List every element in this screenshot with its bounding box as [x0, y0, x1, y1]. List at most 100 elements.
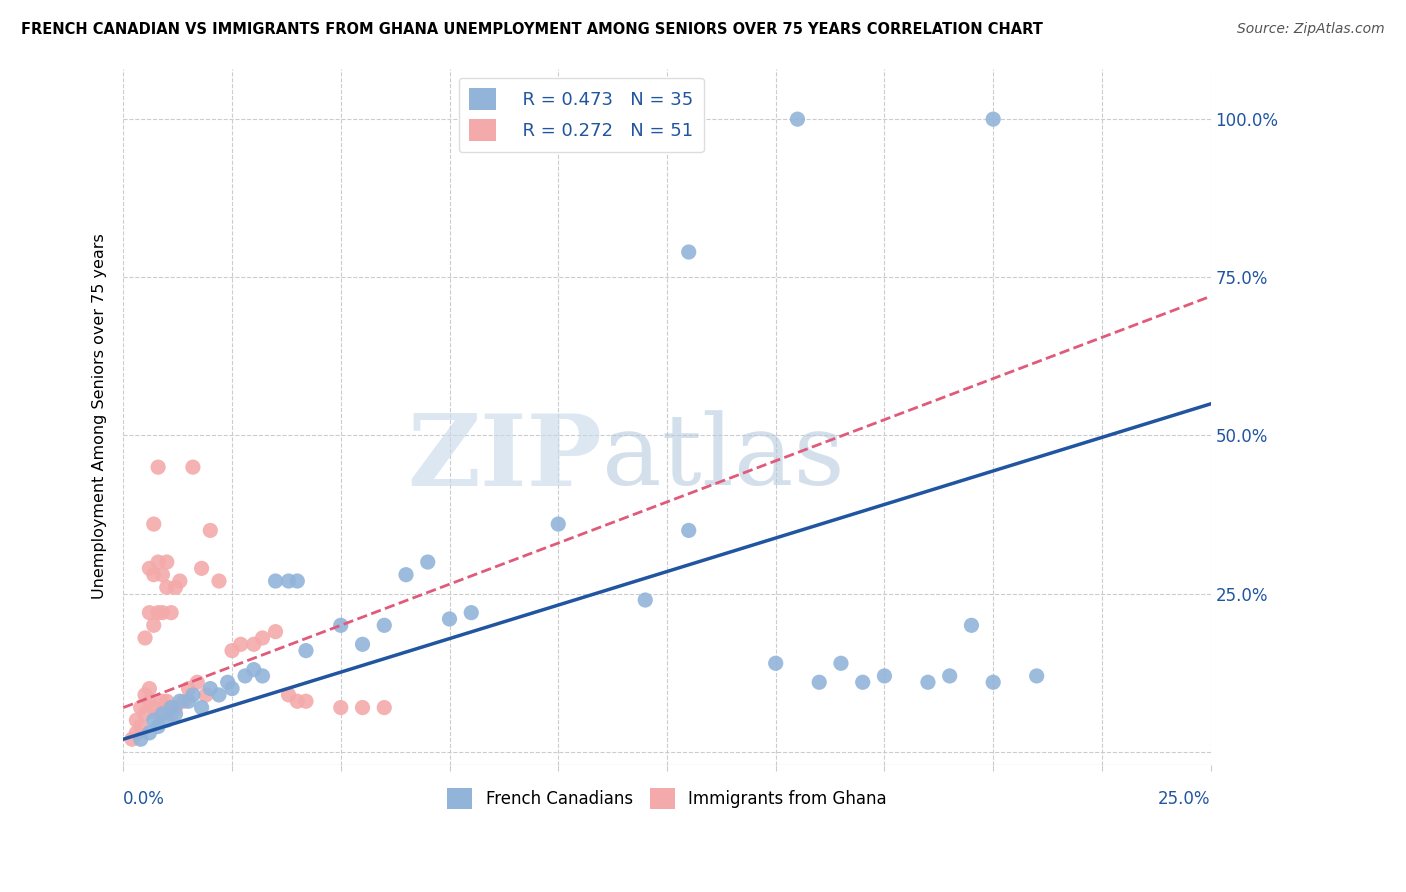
Point [160, 606, 183, 620]
Point [547, 517, 569, 532]
Point [134, 631, 156, 645]
Point [295, 643, 318, 657]
Point [243, 663, 266, 677]
Point [243, 637, 266, 651]
Point [194, 688, 217, 702]
Point [352, 637, 374, 651]
Point [208, 688, 231, 702]
Point [156, 713, 179, 727]
Point [285, 574, 308, 588]
Point [146, 720, 169, 734]
Point [395, 567, 418, 582]
Point [152, 706, 174, 721]
Point [186, 675, 208, 690]
Text: ZIP: ZIP [406, 409, 602, 507]
Point [138, 681, 160, 696]
Point [142, 700, 165, 714]
Point [177, 694, 200, 708]
Point [938, 669, 960, 683]
Point [142, 618, 165, 632]
Point [295, 694, 318, 708]
Point [277, 688, 299, 702]
Point [125, 713, 148, 727]
Point [134, 706, 156, 721]
Point [129, 732, 152, 747]
Point [146, 460, 169, 475]
Point [156, 555, 179, 569]
Point [678, 245, 700, 260]
Point [142, 517, 165, 532]
Point [460, 606, 482, 620]
Point [165, 700, 187, 714]
Point [285, 694, 308, 708]
Point [208, 574, 231, 588]
Point [190, 561, 212, 575]
Point [121, 732, 143, 747]
Point [264, 574, 287, 588]
Point [416, 555, 439, 569]
Point [152, 606, 174, 620]
Point [786, 112, 808, 127]
Point [142, 567, 165, 582]
Point [917, 675, 939, 690]
Point [808, 675, 831, 690]
Point [439, 612, 461, 626]
Point [152, 694, 174, 708]
Point [165, 706, 187, 721]
Y-axis label: Unemployment Among Seniors over 75 years: Unemployment Among Seniors over 75 years [93, 234, 107, 599]
Point [1025, 669, 1047, 683]
Point [873, 669, 896, 683]
Point [981, 112, 1004, 127]
Point [264, 624, 287, 639]
Point [981, 675, 1004, 690]
Point [156, 580, 179, 594]
Point [252, 669, 274, 683]
Point [352, 700, 374, 714]
Point [138, 726, 160, 740]
Point [852, 675, 875, 690]
Point [217, 675, 239, 690]
Point [169, 694, 191, 708]
Point [129, 700, 152, 714]
Legend: French Canadians, Immigrants from Ghana: French Canadians, Immigrants from Ghana [440, 781, 893, 815]
Point [233, 669, 256, 683]
Text: Source: ZipAtlas.com: Source: ZipAtlas.com [1237, 22, 1385, 37]
Point [200, 681, 222, 696]
Point [173, 694, 195, 708]
Point [373, 618, 395, 632]
Point [138, 561, 160, 575]
Point [160, 700, 183, 714]
Point [634, 593, 657, 607]
Point [134, 688, 156, 702]
Point [221, 681, 243, 696]
Point [160, 706, 183, 721]
Text: 0.0%: 0.0% [124, 789, 165, 807]
Point [960, 618, 983, 632]
Point [165, 580, 187, 594]
Point [142, 713, 165, 727]
Point [146, 555, 169, 569]
Point [678, 524, 700, 538]
Point [152, 567, 174, 582]
Point [373, 700, 395, 714]
Point [181, 688, 204, 702]
Point [830, 657, 852, 671]
Point [138, 694, 160, 708]
Point [329, 700, 352, 714]
Point [221, 643, 243, 657]
Point [765, 657, 787, 671]
Point [252, 631, 274, 645]
Point [277, 574, 299, 588]
Point [190, 700, 212, 714]
Point [329, 618, 352, 632]
Point [156, 694, 179, 708]
Point [200, 524, 222, 538]
Point [125, 726, 148, 740]
Text: FRENCH CANADIAN VS IMMIGRANTS FROM GHANA UNEMPLOYMENT AMONG SENIORS OVER 75 YEAR: FRENCH CANADIAN VS IMMIGRANTS FROM GHANA… [21, 22, 1043, 37]
Point [181, 460, 204, 475]
Point [146, 606, 169, 620]
Point [169, 574, 191, 588]
Point [177, 681, 200, 696]
Point [229, 637, 252, 651]
Point [146, 706, 169, 721]
